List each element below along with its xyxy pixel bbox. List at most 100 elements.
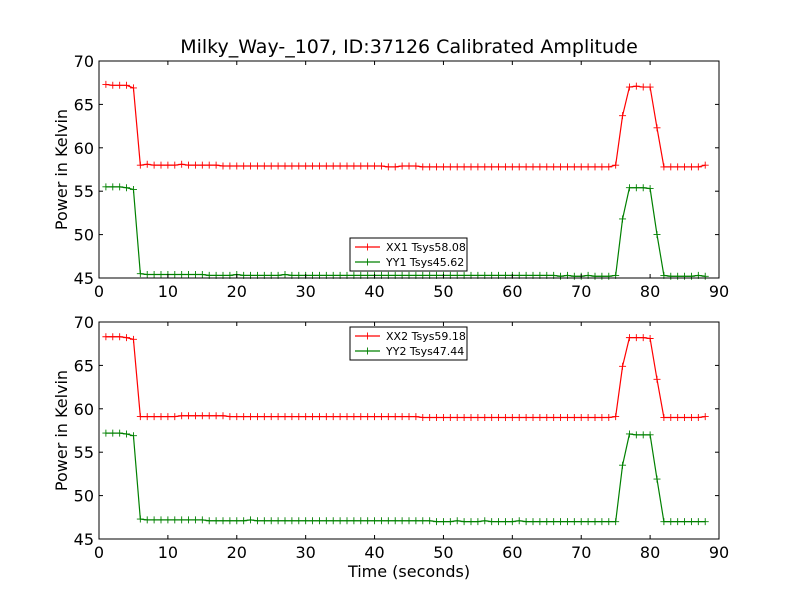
data-point	[467, 163, 475, 171]
data-point	[653, 124, 661, 132]
data-point	[563, 413, 571, 421]
data-point	[515, 163, 523, 171]
data-point	[653, 375, 661, 383]
legend: XX2 Tsys59.18 YY2 Tsys47.44	[349, 326, 468, 361]
data-point	[570, 518, 578, 526]
data-point	[570, 272, 578, 280]
data-point	[501, 413, 509, 421]
x-tick-label: 80	[640, 543, 660, 562]
x-tick-label: 0	[94, 282, 104, 301]
data-point	[667, 518, 675, 526]
data-point	[309, 413, 317, 421]
data-point	[260, 162, 268, 170]
x-tick-label: 30	[295, 282, 315, 301]
data-point	[660, 518, 668, 526]
data-point	[136, 413, 144, 421]
x-tick-label: 30	[295, 543, 315, 562]
data-point	[185, 161, 193, 169]
data-point	[481, 163, 489, 171]
data-point	[136, 515, 144, 523]
top-panel: 0 10 20 30 40 50 60 70 80 90 45 50 55 60 65 70 Power in …	[52, 52, 729, 301]
data-point	[247, 413, 255, 421]
legend: XX1 Tsys58.08 YY1 Tsys45.62	[349, 237, 468, 272]
data-point	[102, 429, 110, 437]
x-tick-label: 50	[433, 282, 453, 301]
data-point	[322, 517, 330, 525]
data-point	[653, 231, 661, 239]
data-point	[377, 517, 385, 525]
data-point	[336, 162, 344, 170]
data-point	[439, 163, 447, 171]
data-point	[605, 272, 613, 280]
data-point	[129, 84, 137, 92]
data-point	[543, 413, 551, 421]
data-point	[191, 516, 199, 524]
y-tick-label: 60	[74, 400, 94, 419]
data-point	[240, 517, 248, 525]
data-point	[116, 81, 124, 89]
data-point	[563, 163, 571, 171]
data-point	[123, 334, 131, 342]
data-point	[371, 162, 379, 170]
data-point	[233, 517, 241, 525]
data-point	[178, 516, 186, 524]
data-point	[694, 518, 702, 526]
data-point	[164, 516, 172, 524]
data-point	[377, 162, 385, 170]
data-point	[563, 518, 571, 526]
data-point	[598, 413, 606, 421]
data-point	[639, 83, 647, 91]
top-panel-data-layer: 0 10 20 30 40 50 60 70 80 90 45 50 55 60 65 70 Power in …	[52, 52, 729, 301]
data-point	[102, 333, 110, 341]
data-point	[605, 518, 613, 526]
data-point	[329, 517, 337, 525]
y-tick-label: 65	[74, 356, 94, 375]
data-point	[405, 162, 413, 170]
data-point	[674, 518, 682, 526]
data-point	[205, 161, 213, 169]
data-point	[612, 518, 620, 526]
data-point	[591, 163, 599, 171]
data-point	[639, 431, 647, 439]
y-tick-label: 65	[74, 95, 94, 114]
data-point	[384, 163, 392, 171]
data-point	[171, 516, 179, 524]
data-point	[178, 160, 186, 168]
data-point	[433, 518, 441, 526]
data-point	[164, 161, 172, 169]
data-point	[288, 162, 296, 170]
data-point	[446, 518, 454, 526]
data-point	[123, 81, 131, 89]
data-point	[253, 517, 261, 525]
data-point	[460, 518, 468, 526]
data-point	[150, 516, 158, 524]
data-point	[591, 272, 599, 280]
data-point	[612, 413, 620, 421]
data-point	[701, 413, 709, 421]
data-point	[364, 413, 372, 421]
data-point	[687, 413, 695, 421]
data-point	[667, 163, 675, 171]
data-point	[446, 163, 454, 171]
y-axis-label: Power in Kelvin	[52, 109, 71, 230]
data-point	[515, 517, 523, 525]
x-tick-label: 40	[364, 282, 384, 301]
data-point	[253, 413, 261, 421]
data-point	[350, 413, 358, 421]
data-point	[178, 412, 186, 420]
data-point	[619, 112, 627, 120]
data-point	[233, 413, 241, 421]
data-point	[295, 413, 303, 421]
data-point	[536, 413, 544, 421]
data-point	[405, 517, 413, 525]
legend-entry-label: XX2 Tsys59.18	[386, 330, 466, 343]
data-point	[157, 413, 165, 421]
y-tick-label: 50	[74, 487, 94, 506]
data-point	[260, 517, 268, 525]
data-point	[433, 163, 441, 171]
data-point	[660, 163, 668, 171]
data-point	[226, 517, 234, 525]
data-point	[467, 518, 475, 526]
data-point	[557, 518, 565, 526]
data-point	[150, 161, 158, 169]
